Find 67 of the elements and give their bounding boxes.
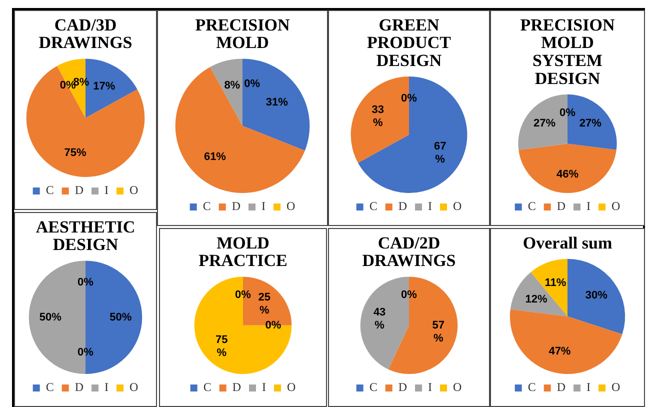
data-label: 17% [93, 80, 116, 92]
data-label: 67 % [434, 140, 446, 166]
data-label: 50% [110, 311, 132, 324]
legend-label: I [586, 380, 591, 394]
chart-title: GREEN PRODUCT DESIGN [366, 15, 452, 70]
chart-title: MOLD PRACTICE [198, 233, 288, 270]
legend-label: D [556, 199, 566, 214]
legend-label: I [428, 380, 432, 394]
legend-label: I [428, 199, 432, 214]
legend-label: C [369, 380, 378, 394]
text: 0% [265, 319, 282, 332]
legend-label: D [74, 380, 84, 394]
data-label: 12% [525, 293, 548, 306]
data-label: 46% [556, 168, 579, 180]
data-label: 47% [548, 345, 571, 358]
legend-label: C [46, 380, 54, 394]
data-label: 57 % [432, 319, 445, 344]
legend-label: I [586, 199, 591, 214]
data-label: 33 % [372, 104, 384, 129]
text: 0% [401, 289, 417, 302]
legend-label: D [232, 380, 242, 394]
chart-title: AESTHETIC DESIGN [36, 217, 136, 254]
chart-title: PRECISION MOLD [195, 15, 290, 52]
data-label: 30% [585, 289, 608, 302]
chart-title: PRECISION MOLD SYSTEM DESIGN [520, 15, 616, 88]
text: 0% [235, 289, 251, 302]
legend-label: C [203, 380, 212, 394]
legend-label: C [369, 199, 378, 214]
data-label: 27% [579, 118, 602, 130]
legend-label: O [130, 183, 138, 198]
chart-title: CAD/3D DRAWINGS [38, 15, 132, 52]
data-label: 25 % [258, 292, 270, 317]
data-label: 75 % [216, 334, 228, 360]
legend-label: O [287, 380, 296, 394]
legend-label: O [612, 380, 620, 394]
legend-label: O [612, 199, 620, 214]
legend-label: O [453, 199, 462, 214]
legend-label: I [104, 183, 109, 198]
legend-label: C [528, 380, 536, 394]
legend-label: I [262, 199, 266, 214]
legend-label: D [398, 380, 408, 394]
legend-label: D [74, 183, 84, 198]
legend-label: C [202, 199, 211, 214]
legend-label: O [286, 199, 296, 214]
data-label: 11% [544, 276, 566, 289]
legend-label: D [556, 380, 566, 394]
legend-label: I [262, 380, 266, 394]
legend-label: D [232, 199, 241, 214]
data-label: 8% [224, 80, 240, 92]
legend-label: C [528, 199, 536, 214]
legend-label: O [453, 380, 462, 394]
data-label: 61% [204, 151, 226, 164]
text: 0% [560, 107, 576, 120]
text: 0% [78, 346, 94, 359]
legend-label: C [46, 183, 54, 198]
data-label: 50% [39, 311, 62, 324]
legend-label: I [104, 380, 109, 394]
text: 0% [244, 78, 260, 90]
data-label: 27% [534, 118, 556, 130]
legend-label: D [398, 199, 408, 214]
chart-title: CAD/2D DRAWINGS [362, 233, 456, 270]
data-label: 75% [64, 147, 86, 160]
text: 0% [78, 276, 94, 288]
data-label: 31% [266, 96, 288, 108]
data-label: 43 % [373, 306, 386, 332]
legend-label: O [130, 380, 138, 394]
chart-title: Overall sum [522, 233, 612, 252]
